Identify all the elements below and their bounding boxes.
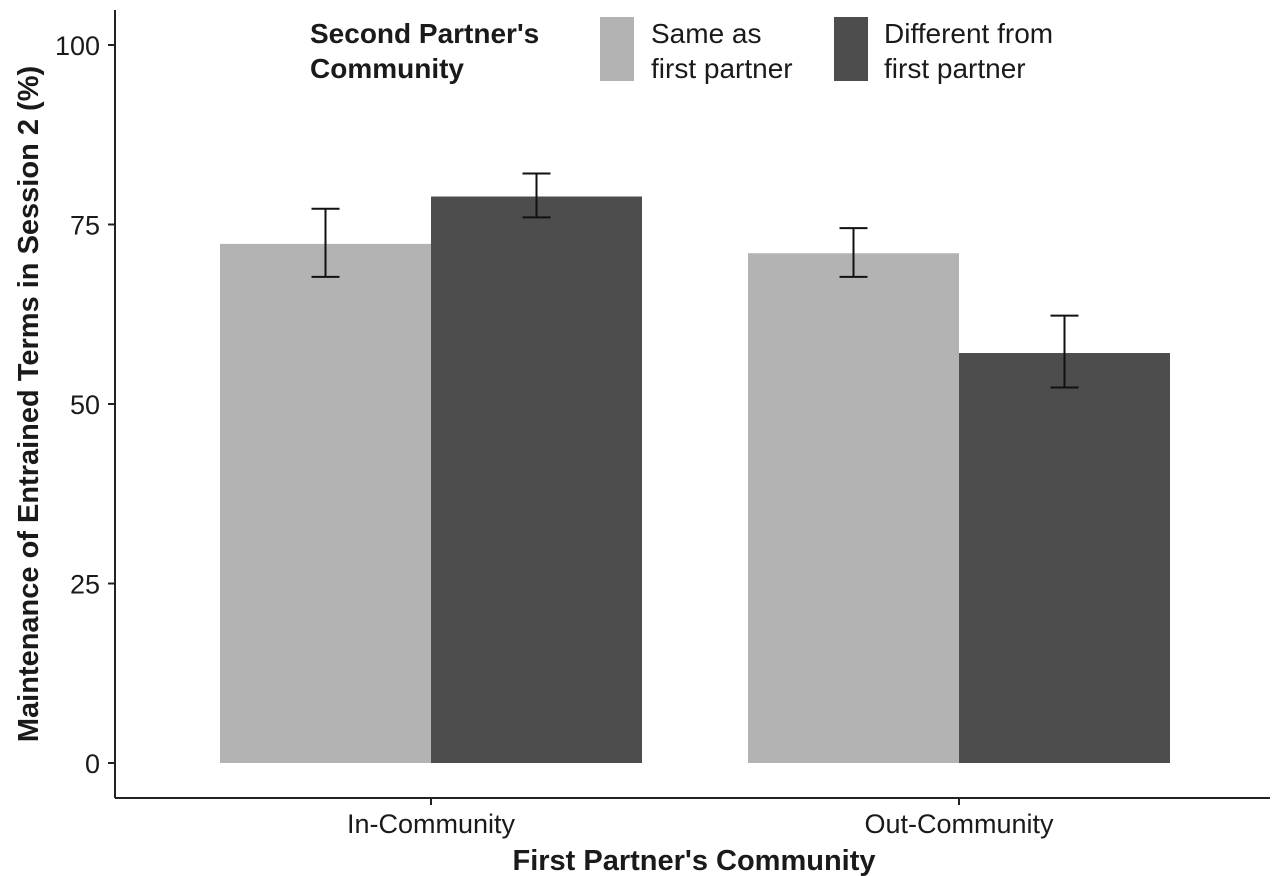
- legend-title: Second Partner's Community: [310, 18, 547, 84]
- legend-label-same-line-2: first partner: [651, 53, 793, 84]
- legend-label-different-line-1: Different from: [884, 18, 1053, 49]
- y-tick-label-25: 25: [70, 570, 100, 600]
- y-tick-label-50: 50: [70, 390, 100, 420]
- legend-label-different-line-2: first partner: [884, 53, 1026, 84]
- error-bar-out-community-same-as-first-partner: [839, 227, 868, 278]
- bar-out-community-different-from-first-partner: [959, 353, 1170, 763]
- legend-key-same: [600, 17, 634, 81]
- error-bars-group: [311, 172, 1079, 389]
- legend-label-same-line-1: Same as: [651, 18, 762, 49]
- legend-title-line-2: Community: [310, 53, 464, 84]
- x-tick-label-out-community: Out-Community: [864, 809, 1054, 839]
- bars-group: [220, 196, 1170, 764]
- y-tick-label-100: 100: [55, 31, 100, 61]
- x-ticks-group: In-Community Out-Community: [347, 798, 1054, 839]
- error-bar-out-community-different-from-first-partner: [1050, 314, 1079, 389]
- y-ticks-group: 0 25 50 75 100: [55, 31, 115, 779]
- legend-label-different: Different from first partner: [884, 18, 1061, 84]
- bar-in-community-same-as-first-partner: [220, 243, 431, 764]
- legend: Second Partner's Community Same as first…: [310, 17, 1061, 84]
- bar-in-community-different-from-first-partner: [431, 196, 642, 764]
- y-tick-label-0: 0: [85, 749, 100, 779]
- legend-label-same: Same as first partner: [651, 18, 793, 84]
- x-tick-label-in-community: In-Community: [347, 809, 516, 839]
- bar-out-community-same-as-first-partner: [748, 253, 959, 763]
- x-axis-title: First Partner's Community: [512, 845, 875, 876]
- y-axis-title: Maintenance of Entrained Terms in Sessio…: [13, 66, 45, 742]
- legend-key-different: [834, 17, 868, 81]
- y-tick-label-75: 75: [70, 211, 100, 241]
- error-bar-in-community-same-as-first-partner: [311, 207, 340, 278]
- legend-title-line-1: Second Partner's: [310, 18, 539, 49]
- error-bar-in-community-different-from-first-partner: [522, 172, 551, 219]
